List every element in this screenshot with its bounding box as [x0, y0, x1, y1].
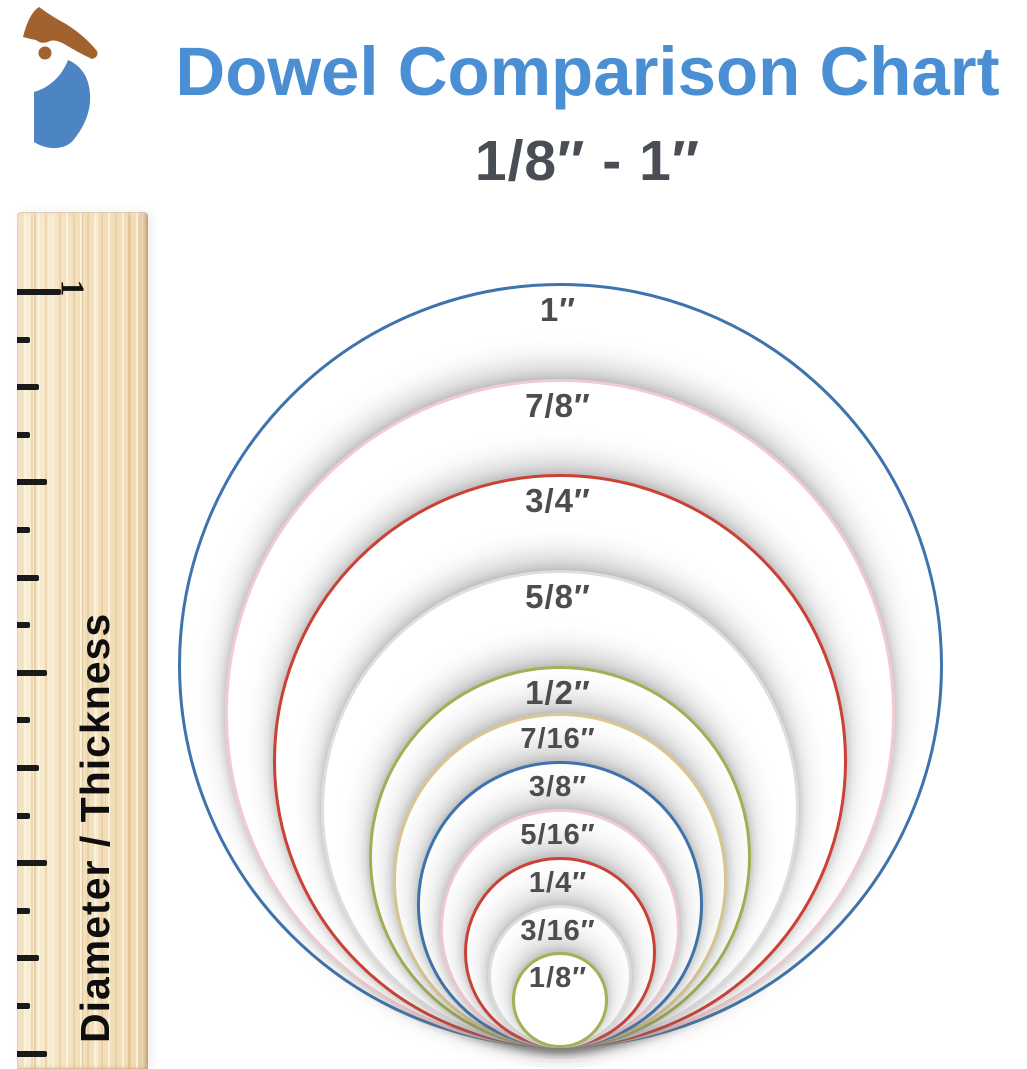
- dowel-size-label: 3/4″: [525, 482, 591, 520]
- woodpecker-logo: [23, 7, 98, 149]
- ruler-tick: [17, 431, 30, 438]
- logo-body-icon: [34, 60, 91, 149]
- ruler-tick: [17, 669, 47, 676]
- logo-eye-icon: [38, 46, 52, 60]
- ruler-tick: [17, 289, 61, 295]
- page-title: Dowel Comparison Chart: [175, 33, 1000, 110]
- dowel-size-label: 3/8″: [528, 771, 588, 804]
- dowel-circle: [512, 952, 608, 1048]
- ruler: 1 Diameter / Thickness: [17, 212, 148, 1069]
- ruler-tick: [17, 1003, 30, 1009]
- ruler-tick: [17, 622, 30, 629]
- ruler-tick: [17, 527, 30, 533]
- ruler-tick: [17, 384, 39, 391]
- logo-head-icon: [23, 7, 98, 59]
- ruler-tick: [17, 717, 30, 724]
- ruler-tick: [17, 765, 39, 771]
- page-subtitle: 1/8″ - 1″: [474, 129, 701, 193]
- ruler-tick: [17, 336, 30, 343]
- dowel-size-label: 1/4″: [528, 866, 588, 899]
- dowel-size-label: 3/16″: [520, 914, 596, 947]
- dowel-size-label: 1/8″: [528, 962, 588, 995]
- ruler-tick: [17, 860, 47, 867]
- ruler-tick: [17, 1050, 47, 1057]
- dowel-size-label: 7/16″: [520, 723, 596, 756]
- ruler-tick: [17, 955, 39, 962]
- dowel-circle: [488, 904, 632, 1048]
- dowel-size-label: 7/8″: [525, 386, 591, 424]
- dowel-size-label: 1/2″: [525, 673, 591, 711]
- ruler-tick: [17, 812, 30, 819]
- ruler-tick: [17, 479, 47, 486]
- ruler-tick: [17, 574, 39, 581]
- dowel-size-label: 5/8″: [525, 577, 591, 615]
- dowel-size-label: 1″: [539, 291, 577, 328]
- ruler-tick: [17, 907, 30, 914]
- dowel-size-label: 5/16″: [520, 818, 596, 851]
